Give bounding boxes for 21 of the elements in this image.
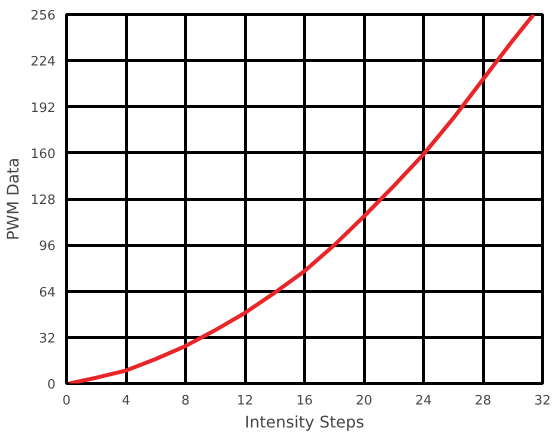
- y-tick-label: 192: [30, 100, 56, 116]
- x-tick-label: 20: [356, 394, 372, 408]
- x-tick-label: 32: [534, 394, 551, 408]
- x-tick-label: 4: [122, 394, 130, 408]
- y-tick-label: 256: [30, 8, 56, 24]
- x-tick-label: 16: [296, 394, 313, 408]
- x-tick-label: 0: [62, 394, 71, 408]
- x-tick-label: 8: [181, 394, 190, 408]
- y-tick-label: 224: [30, 54, 56, 70]
- y-tick-label: 128: [30, 193, 56, 208]
- x-tick-label: 28: [474, 394, 492, 408]
- line-series: [67, 14, 536, 384]
- y-tick-label: 64: [38, 285, 56, 300]
- x-tick-label: 12: [236, 394, 254, 408]
- y-axis-title: PWM Data: [4, 158, 23, 240]
- y-tick-label: 96: [38, 239, 56, 254]
- y-tick-label: 0: [47, 378, 56, 392]
- x-tick-label: 24: [415, 394, 432, 408]
- y-tick-label: 160: [30, 146, 56, 162]
- x-axis-title: Intensity Steps: [244, 412, 364, 432]
- y-tick-label: 32: [38, 331, 56, 346]
